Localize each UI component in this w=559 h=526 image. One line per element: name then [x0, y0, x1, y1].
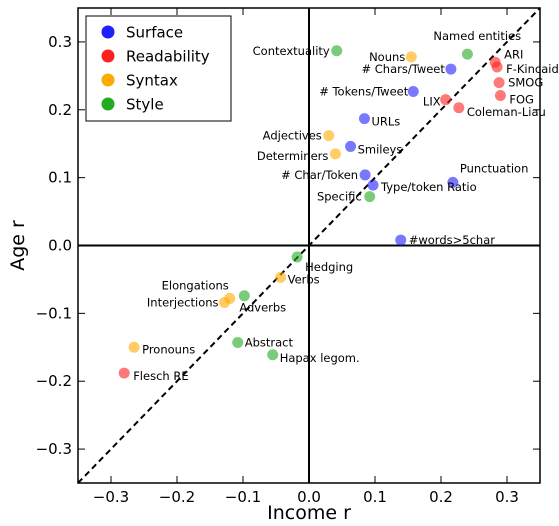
label-type-token-ratio: Type/token Ratio [380, 180, 477, 194]
x-tick-label: −0.3 [93, 488, 129, 506]
x-tick-label: −0.1 [225, 488, 261, 506]
point-flesch-re [118, 367, 130, 379]
label-nouns: Nouns [369, 50, 405, 64]
point-abstract [232, 337, 244, 349]
point-f-kincaid [491, 61, 503, 73]
point-hapax-legom [267, 349, 279, 361]
point-interjections [219, 297, 231, 308]
label-named-entities: Named entities [433, 29, 521, 43]
point-labels: # Chars/Tweet # Tokens/Tweet URLs Smileys# … [133, 29, 559, 383]
y-tick-label: 0.0 [48, 237, 72, 255]
point-chars-tweet [445, 63, 457, 75]
label-tokens-tweet: # Tokens/Tweet [319, 84, 409, 98]
point-nouns [405, 51, 417, 63]
point-urls [358, 113, 370, 125]
x-axis-title: Income r [267, 502, 351, 524]
label-hapax-legom: Hapax legom. [280, 351, 360, 365]
label-hedging: Hedging [305, 260, 353, 274]
label-elongations: Elongations [162, 278, 229, 292]
legend-label-surface: Surface [126, 24, 183, 42]
legend: Surface Readability Syntax Style [85, 15, 232, 122]
label-lix: LIX [423, 95, 441, 109]
label-chars-tweet: # Chars/Tweet [361, 62, 445, 76]
point-verbs [275, 271, 287, 283]
label-abstract: Abstract [245, 336, 294, 350]
legend-marker-style [101, 97, 115, 111]
label-smileys: Smileys [358, 142, 403, 156]
legend-marker-readability [101, 49, 115, 63]
y-tick-label: −0.2 [36, 372, 72, 390]
label-fog: FOG [509, 93, 534, 107]
y-axis-title: Age r [7, 220, 29, 271]
y-tick-label: 0.3 [48, 33, 72, 51]
point-char-token [359, 169, 371, 181]
legend-label-readability: Readability [126, 48, 210, 66]
legend-marker-surface [101, 25, 115, 39]
label-char-token: # Char/Token [281, 168, 358, 182]
point-pronouns [128, 341, 140, 353]
point-named-entities [461, 48, 473, 60]
y-tick-label: −0.1 [36, 304, 72, 322]
label-coleman-liau: Coleman-Liau [467, 105, 546, 119]
label-ari: ARI [504, 47, 523, 61]
point-type-token-ratio [367, 179, 379, 191]
x-tick-label: 0.1 [363, 488, 387, 506]
point-adverbs [238, 290, 250, 302]
y-tick-label: −0.3 [36, 440, 72, 458]
axis-ticks: −0.3 −0.2 −0.1 0.0 0.1 0.2 0.3 −0.3 −0.2 −0.1 0.0 0… [36, 8, 540, 506]
label-smog: SMOG [508, 76, 543, 90]
point-smileys [345, 140, 357, 152]
point-adjectives [323, 130, 335, 142]
point-lix [440, 94, 452, 106]
point-contextuality [331, 45, 343, 57]
point-words-5char [395, 234, 407, 246]
label-adjectives: Adjectives [263, 129, 322, 143]
label-adverbs: Adverbs [239, 301, 286, 315]
x-tick-label: −0.2 [159, 488, 195, 506]
point-hedging [291, 251, 303, 263]
point-tokens-tweet [407, 85, 419, 97]
label-words-5char: #words>5char [409, 233, 496, 247]
label-verbs: Verbs [288, 272, 320, 286]
y-tick-label: 0.2 [48, 101, 72, 119]
plot-area [77, 7, 541, 484]
point-specific [364, 191, 376, 203]
label-interjections: Interjections [147, 296, 219, 310]
point-punctuation [447, 176, 459, 188]
label-f-kincaid: F-Kincaid [506, 62, 559, 76]
legend-label-style: Style [126, 96, 164, 114]
legend-marker-syntax [101, 73, 115, 87]
label-flesch-re: Flesch RE [133, 369, 188, 383]
x-tick-label: 0.2 [429, 488, 453, 506]
x-tick-label: 0.0 [297, 488, 321, 506]
diagonal-reference-line [77, 7, 541, 484]
point-fog [494, 90, 506, 102]
label-contextuality: Contextuality [253, 44, 330, 58]
x-tick-label: 0.3 [495, 488, 519, 506]
label-pronouns: Pronouns [142, 342, 195, 356]
data-points [118, 45, 506, 379]
label-determiners: Determiners [257, 149, 329, 163]
point-smog [493, 77, 505, 89]
label-urls: URLs [371, 115, 400, 129]
legend-label-syntax: Syntax [126, 72, 178, 90]
y-tick-label: 0.1 [48, 169, 72, 187]
label-punctuation: Punctuation [460, 161, 529, 175]
point-determiners [329, 148, 341, 160]
point-coleman-liau [453, 102, 465, 114]
label-specific: Specific [317, 190, 362, 204]
